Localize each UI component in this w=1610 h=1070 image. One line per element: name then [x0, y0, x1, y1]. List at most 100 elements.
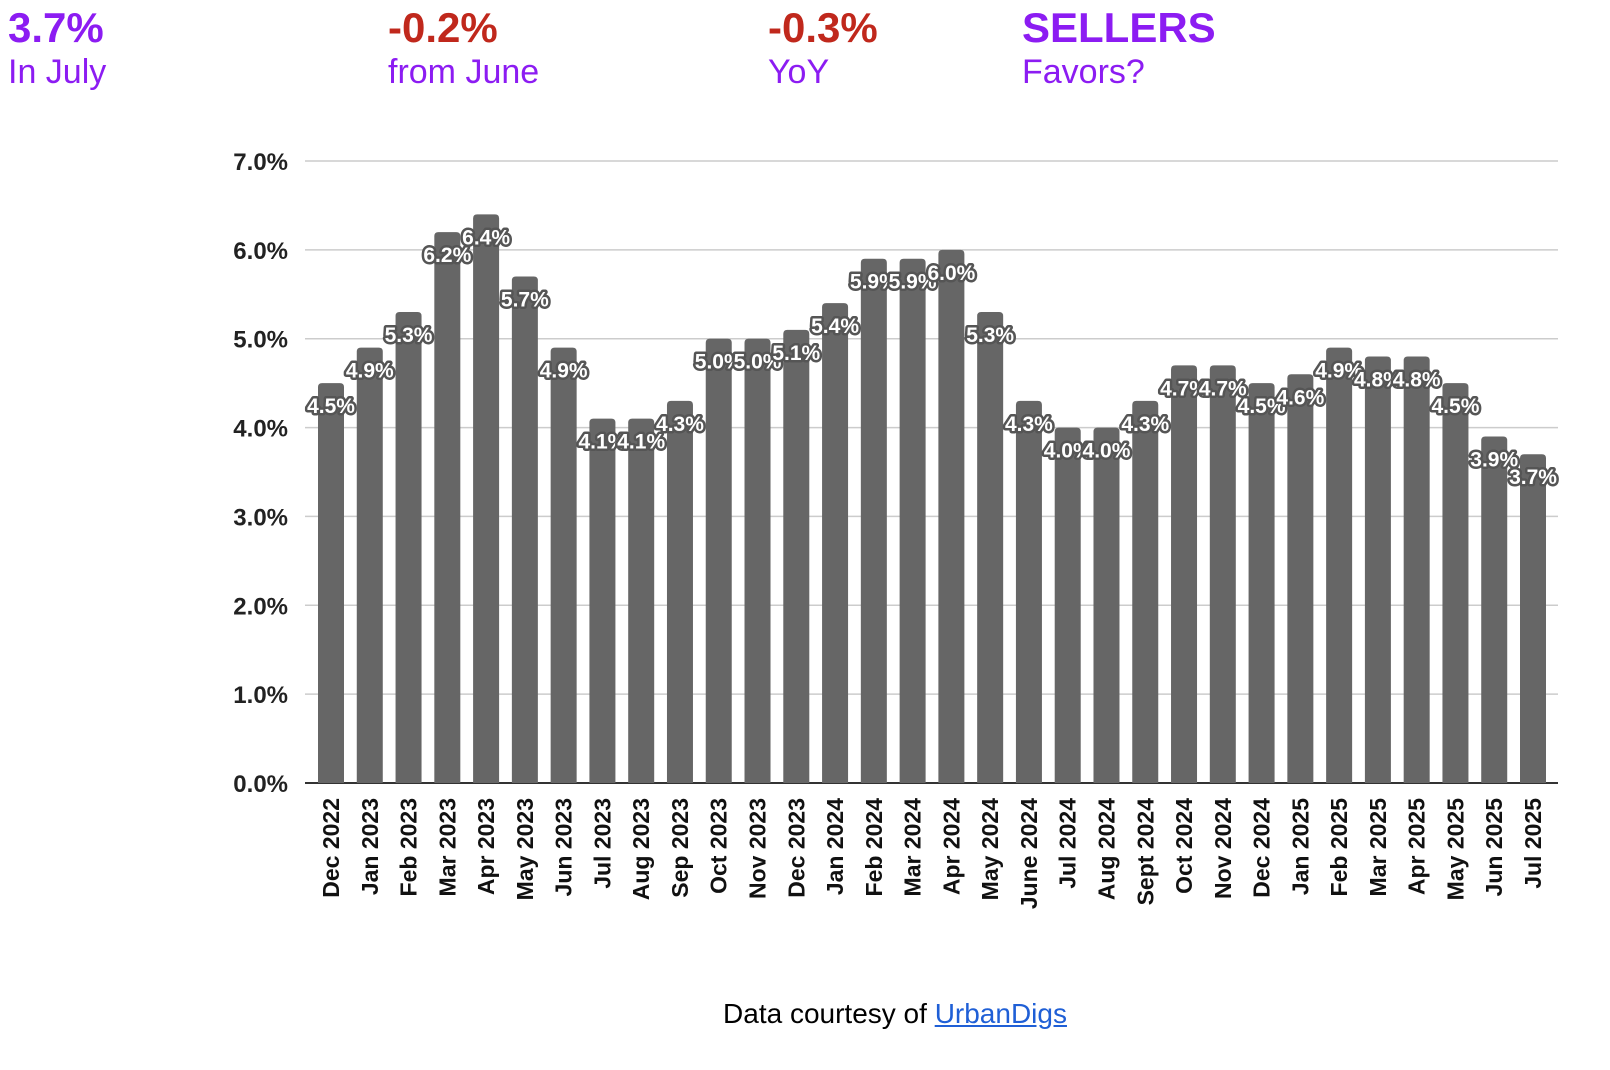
bar: [318, 383, 344, 783]
x-tick-label: Aug 2023: [628, 798, 654, 900]
data-label: 4.9%: [346, 360, 394, 383]
x-tick-label: May 2025: [1442, 798, 1468, 901]
stat-label: Favors?: [1022, 53, 1145, 91]
bar: [1520, 454, 1546, 783]
data-label: 4.0%: [1083, 440, 1131, 463]
bar: [1132, 400, 1159, 783]
x-tick-label: Jan 2024: [822, 798, 848, 895]
footer-text: Data courtesy of: [723, 998, 927, 1029]
x-tick-label: Mar 2023: [434, 798, 460, 896]
urbandigs-link[interactable]: UrbanDigs: [934, 998, 1067, 1029]
bar: [977, 312, 1004, 783]
data-label: 4.3%: [1005, 413, 1053, 436]
stat-label: In July: [8, 53, 107, 91]
bar: [1326, 347, 1353, 783]
stat-label: YoY: [768, 53, 830, 91]
bar: [395, 312, 422, 783]
x-tick-label: Apr 2023: [473, 798, 499, 895]
data-label: 4.7%: [1160, 377, 1208, 400]
data-label: 4.9%: [540, 360, 588, 383]
bar: [860, 258, 887, 783]
x-tick-label: Mar 2025: [1365, 798, 1391, 897]
bar: [666, 400, 693, 783]
x-tick-label: Dec 2022: [318, 798, 344, 898]
y-tick-label: 1.0%: [233, 682, 288, 709]
data-label: 4.5%: [1432, 395, 1480, 418]
data-label: 5.3%: [385, 324, 433, 347]
bar: [744, 338, 771, 783]
data-label: 4.8%: [1393, 368, 1441, 391]
x-tick-label: Sep 2023: [667, 798, 693, 898]
data-label: 4.5%: [1238, 395, 1286, 418]
data-label: 4.9%: [1315, 360, 1363, 383]
x-tick-label: Mar 2024: [900, 798, 926, 897]
bar: [1364, 356, 1391, 783]
stat-value: -0.2%: [388, 4, 498, 51]
data-label: 4.3%: [656, 413, 704, 436]
x-tick-label: Nov 2024: [1210, 798, 1236, 899]
data-label: 4.1%: [617, 431, 665, 454]
bar: [1171, 365, 1198, 783]
data-label: 6.2%: [423, 244, 471, 267]
stat-value: -0.3%: [768, 4, 878, 51]
y-tick-label: 0.0%: [233, 771, 288, 798]
y-tick-label: 3.0%: [233, 504, 288, 531]
data-label: 4.5%: [307, 395, 355, 418]
bar: [1481, 436, 1508, 783]
x-tick-label: Jun 2023: [551, 798, 577, 896]
bar: [628, 418, 655, 783]
data-label: 5.0%: [695, 351, 743, 374]
x-tick-label: Apr 2024: [938, 798, 964, 895]
stat-market-favor: SELLERS Favors?: [1022, 4, 1216, 92]
x-tick-label: June 2024: [1016, 798, 1042, 909]
x-tick-label: Sept 2024: [1132, 798, 1158, 906]
x-tick-label: Jan 2023: [357, 798, 383, 895]
bar: [899, 258, 926, 783]
bar: [356, 347, 383, 783]
bar: [705, 338, 732, 783]
stat-current-rate: 3.7% In July: [8, 4, 106, 92]
data-label: 5.9%: [850, 271, 898, 294]
data-label: 5.9%: [889, 271, 937, 294]
x-tick-label: Feb 2024: [861, 798, 887, 897]
data-label: 6.4%: [462, 226, 510, 249]
x-tick-label: May 2023: [512, 798, 538, 900]
data-label: 5.1%: [772, 342, 820, 365]
data-label: 5.7%: [501, 289, 549, 312]
data-label: 5.4%: [811, 315, 859, 338]
y-tick-label: 5.0%: [233, 327, 288, 354]
y-tick-label: 2.0%: [233, 593, 288, 620]
data-label: 5.0%: [734, 351, 782, 374]
y-tick-label: 4.0%: [233, 416, 288, 443]
x-tick-label: Jul 2023: [589, 798, 615, 889]
data-label: 6.0%: [927, 262, 975, 285]
bar: [1442, 383, 1469, 783]
stat-month-change: -0.2% from June: [388, 4, 539, 92]
x-tick-label: Oct 2024: [1171, 798, 1197, 894]
bar: [783, 329, 810, 783]
data-label: 4.3%: [1121, 413, 1169, 436]
bar: [434, 232, 461, 784]
x-tick-label: Jan 2025: [1287, 798, 1313, 895]
bar: [822, 303, 849, 783]
bar: [1248, 383, 1275, 783]
bar: [550, 347, 577, 783]
bar: [938, 249, 965, 783]
bar: [1287, 374, 1314, 783]
stat-value: 3.7%: [8, 4, 104, 51]
bar: [1403, 356, 1430, 783]
x-tick-label: Oct 2023: [706, 798, 732, 894]
data-label: 4.8%: [1354, 368, 1402, 391]
footer: Data courtesy of UrbanDigs: [0, 998, 1610, 1030]
bar: [511, 276, 538, 783]
x-tick-label: Dec 2024: [1249, 798, 1275, 898]
y-tick-label: 6.0%: [233, 238, 288, 265]
x-tick-label: Nov 2023: [745, 798, 771, 899]
x-tick-label: Jun 2025: [1481, 798, 1507, 897]
y-tick-label: 7.0%: [233, 149, 288, 176]
x-tick-label: Jul 2025: [1520, 798, 1546, 889]
data-label: 3.7%: [1509, 466, 1557, 489]
x-tick-label: Aug 2024: [1093, 798, 1119, 900]
x-tick-label: Feb 2023: [396, 798, 422, 896]
